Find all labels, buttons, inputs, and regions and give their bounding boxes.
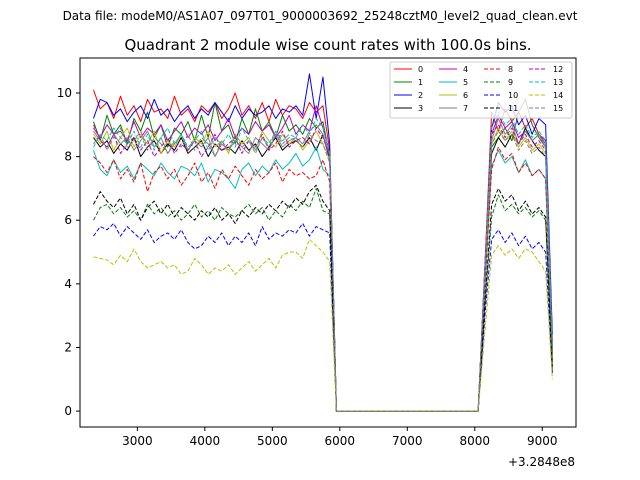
x-tick-label: 3000 xyxy=(122,434,153,448)
y-tick-label: 4 xyxy=(64,277,72,291)
x-tick-label: 4000 xyxy=(190,434,221,448)
legend-label-15: 15 xyxy=(553,104,563,113)
axes-frame xyxy=(79,57,577,428)
x-tick-label: 6000 xyxy=(325,434,356,448)
legend-label-2: 2 xyxy=(418,91,423,100)
legend-label-13: 13 xyxy=(553,78,563,87)
x-tick-label: 7000 xyxy=(392,434,423,448)
legend-label-10: 10 xyxy=(508,91,518,100)
legend-label-0: 0 xyxy=(418,65,423,74)
chart-title: Quadrant 2 module wise count rates with … xyxy=(124,36,531,54)
x-axis-ticks: 3000 4000 5000 6000 7000 8000 9000 xyxy=(122,427,558,448)
y-axis-ticks: 0 2 4 6 8 10 xyxy=(57,86,80,418)
legend-frame xyxy=(389,61,573,119)
figure-suptitle: Data file: modeM0/AS1A07_097T01_90000036… xyxy=(63,9,578,23)
x-axis-offset-label: +3.2848e8 xyxy=(508,455,575,469)
series-line-10 xyxy=(93,222,553,412)
y-tick-label: 0 xyxy=(64,404,72,418)
legend-label-4: 4 xyxy=(463,65,468,74)
legend-label-3: 3 xyxy=(418,104,423,113)
series-line-11 xyxy=(93,184,553,412)
x-tick-label: 5000 xyxy=(257,434,288,448)
legend-label-5: 5 xyxy=(463,78,468,87)
legend-label-14: 14 xyxy=(553,91,563,100)
legend-label-7: 7 xyxy=(463,104,468,113)
legend-label-11: 11 xyxy=(508,104,518,113)
y-tick-label: 10 xyxy=(57,86,72,100)
y-tick-label: 2 xyxy=(64,340,72,354)
legend-label-1: 1 xyxy=(418,78,423,87)
legend-label-8: 8 xyxy=(508,65,513,74)
legend-label-9: 9 xyxy=(508,78,513,87)
series-line-13 xyxy=(93,111,553,412)
y-tick-label: 6 xyxy=(64,213,72,227)
x-tick-label: 8000 xyxy=(460,434,491,448)
series-layer xyxy=(93,73,553,412)
legend-label-12: 12 xyxy=(553,65,563,74)
x-tick-label: 9000 xyxy=(527,434,558,448)
series-line-15 xyxy=(93,127,553,412)
y-tick-label: 8 xyxy=(64,150,72,164)
legend-label-6: 6 xyxy=(463,91,468,100)
